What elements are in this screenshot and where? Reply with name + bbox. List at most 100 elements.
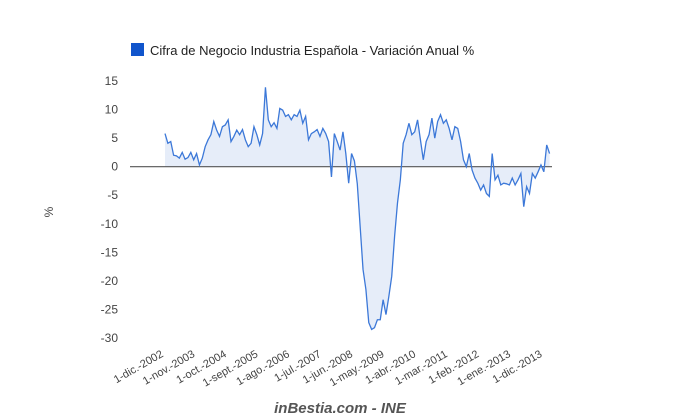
data-point[interactable] (514, 183, 517, 186)
data-point[interactable] (287, 113, 290, 116)
data-point[interactable] (393, 235, 396, 238)
data-point[interactable] (184, 158, 187, 161)
data-point[interactable] (281, 109, 284, 112)
data-point[interactable] (215, 129, 218, 132)
data-point[interactable] (382, 298, 385, 301)
data-point[interactable] (307, 138, 310, 141)
data-point[interactable] (522, 205, 525, 208)
data-point[interactable] (244, 138, 247, 141)
data-point[interactable] (505, 182, 508, 185)
data-point[interactable] (293, 113, 296, 116)
data-point[interactable] (198, 163, 201, 166)
data-point[interactable] (181, 151, 184, 154)
data-point[interactable] (333, 132, 336, 135)
data-point[interactable] (344, 152, 347, 155)
data-point[interactable] (439, 113, 442, 116)
data-point[interactable] (353, 159, 356, 162)
data-point[interactable] (387, 295, 390, 298)
data-point[interactable] (519, 172, 522, 175)
data-point[interactable] (175, 154, 178, 157)
data-point[interactable] (275, 127, 278, 130)
data-point[interactable] (224, 123, 227, 126)
data-point[interactable] (362, 268, 365, 271)
data-point[interactable] (436, 120, 439, 123)
data-point[interactable] (204, 145, 207, 148)
data-point[interactable] (356, 182, 359, 185)
data-point[interactable] (201, 157, 204, 160)
data-point[interactable] (422, 158, 425, 161)
data-point[interactable] (416, 118, 419, 121)
data-point[interactable] (336, 140, 339, 143)
data-point[interactable] (502, 182, 505, 185)
data-point[interactable] (407, 122, 410, 125)
data-point[interactable] (247, 145, 250, 148)
series-line[interactable] (164, 87, 551, 331)
data-point[interactable] (298, 109, 301, 112)
data-point[interactable] (316, 128, 319, 131)
data-point[interactable] (209, 133, 212, 136)
data-point[interactable] (232, 135, 235, 138)
data-point[interactable] (304, 115, 307, 118)
data-point[interactable] (511, 177, 514, 180)
data-point[interactable] (207, 138, 210, 141)
data-point[interactable] (364, 288, 367, 291)
data-point[interactable] (479, 189, 482, 192)
data-point[interactable] (499, 183, 502, 186)
data-point[interactable] (370, 328, 373, 331)
data-point[interactable] (482, 183, 485, 186)
data-point[interactable] (459, 140, 462, 143)
data-point[interactable] (195, 152, 198, 155)
data-point[interactable] (548, 152, 551, 155)
data-point[interactable] (301, 122, 304, 125)
data-point[interactable] (430, 117, 433, 120)
data-point[interactable] (508, 183, 511, 186)
data-point[interactable] (405, 133, 408, 136)
data-point[interactable] (494, 178, 497, 181)
data-point[interactable] (318, 135, 321, 138)
data-point[interactable] (491, 152, 494, 155)
data-point[interactable] (476, 182, 479, 185)
data-point[interactable] (230, 140, 233, 143)
data-point[interactable] (428, 133, 431, 136)
data-point[interactable] (396, 202, 399, 205)
data-point[interactable] (169, 140, 172, 143)
data-point[interactable] (531, 172, 534, 175)
data-point[interactable] (525, 185, 528, 188)
data-point[interactable] (278, 107, 281, 110)
data-point[interactable] (164, 132, 167, 135)
data-point[interactable] (451, 138, 454, 141)
data-point[interactable] (350, 152, 353, 155)
data-point[interactable] (235, 129, 238, 132)
data-point[interactable] (324, 132, 327, 135)
data-point[interactable] (255, 133, 258, 136)
data-point[interactable] (339, 149, 342, 152)
data-point[interactable] (330, 175, 333, 178)
data-point[interactable] (258, 143, 261, 146)
data-point[interactable] (284, 115, 287, 118)
data-point[interactable] (367, 321, 370, 324)
data-point[interactable] (267, 118, 270, 121)
data-point[interactable] (545, 143, 548, 146)
data-point[interactable] (296, 115, 299, 118)
data-point[interactable] (402, 142, 405, 145)
data-point[interactable] (517, 178, 520, 181)
data-point[interactable] (488, 195, 491, 198)
data-point[interactable] (379, 318, 382, 321)
data-point[interactable] (465, 165, 468, 168)
data-point[interactable] (384, 313, 387, 316)
data-point[interactable] (273, 121, 276, 124)
data-point[interactable] (496, 174, 499, 177)
data-point[interactable] (373, 326, 376, 329)
data-point[interactable] (456, 127, 459, 130)
data-point[interactable] (327, 140, 330, 143)
data-point[interactable] (399, 178, 402, 181)
data-point[interactable] (212, 120, 215, 123)
data-point[interactable] (310, 132, 313, 135)
data-point[interactable] (433, 137, 436, 140)
data-point[interactable] (321, 127, 324, 130)
data-point[interactable] (172, 154, 175, 157)
data-point[interactable] (534, 177, 537, 180)
data-point[interactable] (453, 125, 456, 128)
data-point[interactable] (537, 170, 540, 173)
data-point[interactable] (186, 156, 189, 159)
